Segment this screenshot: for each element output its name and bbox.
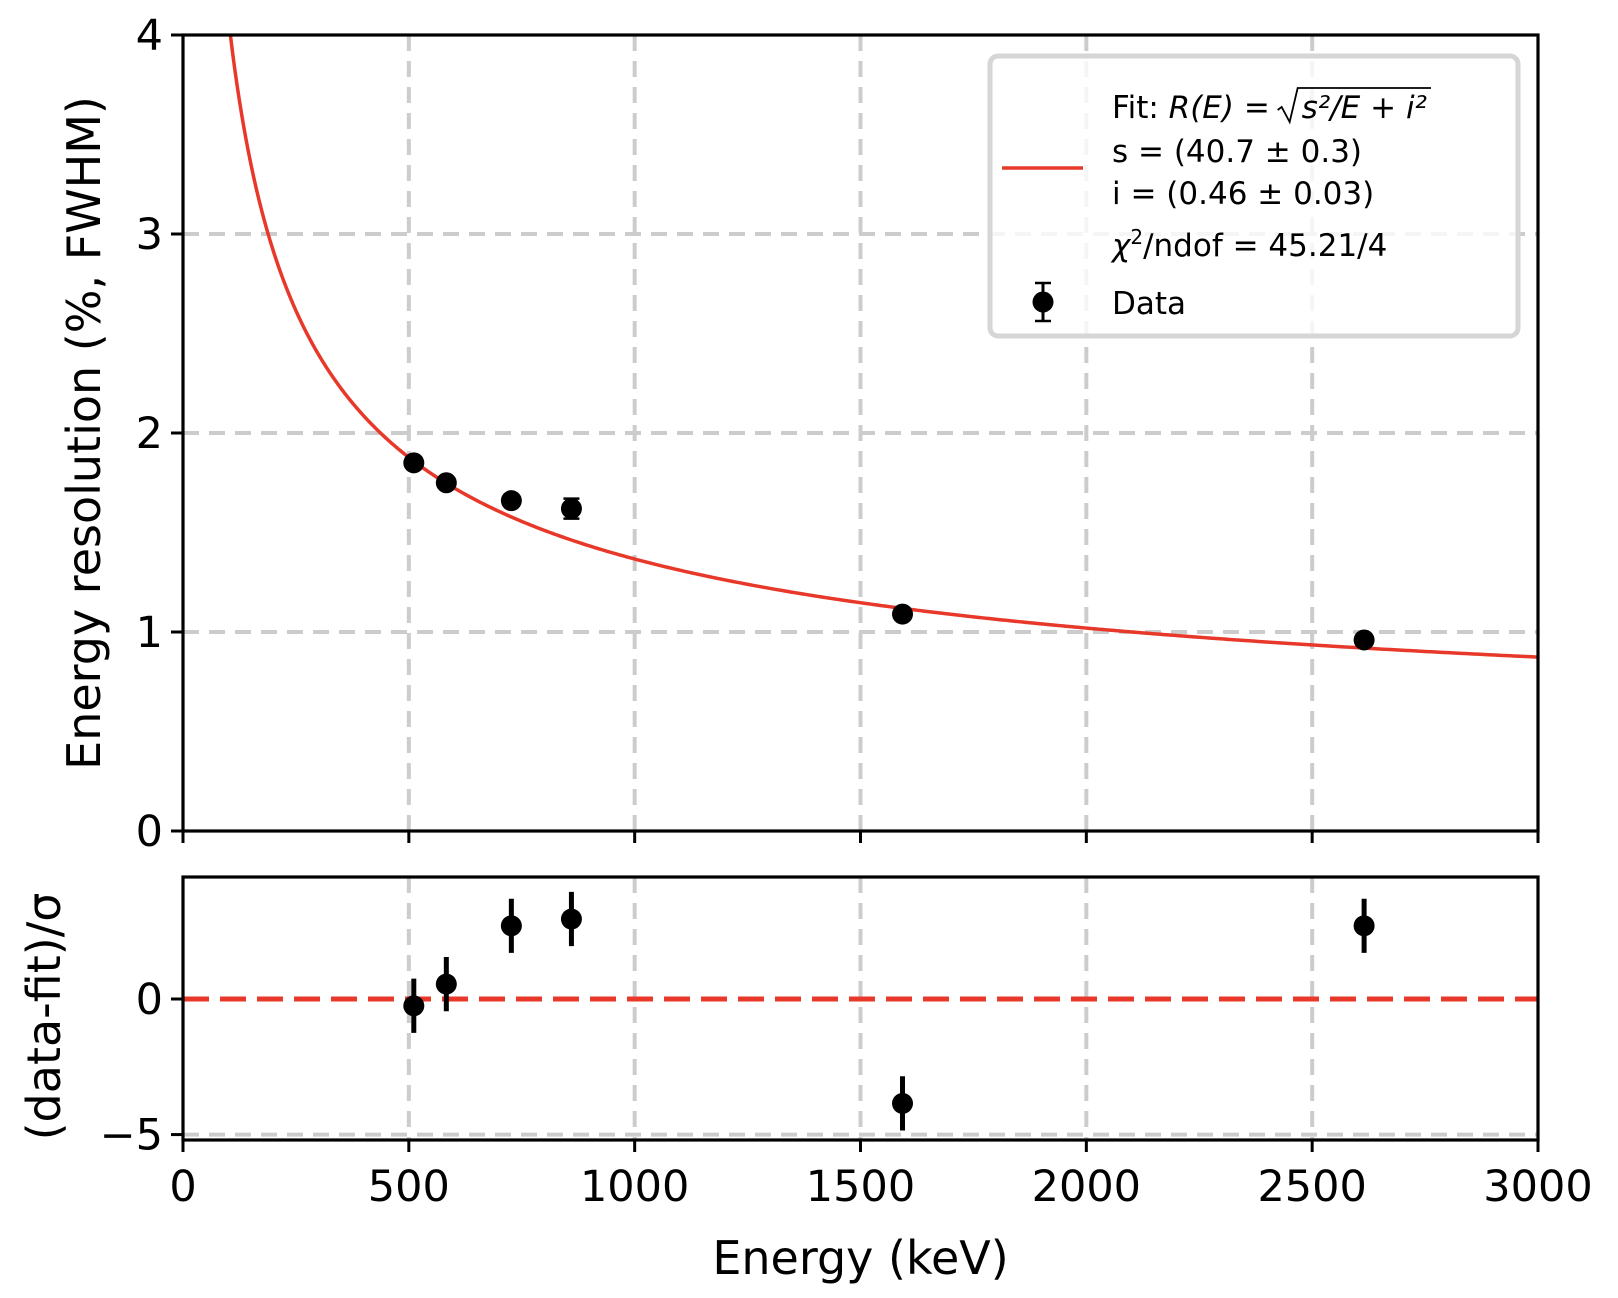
legend-data-marker — [1032, 291, 1054, 313]
sqrt-radical-symbol — [1277, 87, 1431, 125]
x-tick-label-2500: 2500 — [1257, 1162, 1366, 1212]
data-point-1 — [435, 472, 457, 494]
x-tick-label-3000: 3000 — [1483, 1162, 1592, 1212]
res-ytick-label--5: −5 — [100, 1111, 163, 1161]
main-ytick-label-4: 4 — [136, 11, 163, 61]
legend-fit-rhs: s²/E + i² — [1302, 90, 1427, 126]
main-ytick-label-3: 3 — [136, 210, 163, 260]
legend-chi-symbol: χ — [1110, 228, 1132, 264]
x-tick-label-1000: 1000 — [580, 1162, 689, 1212]
x-tick-label-0: 0 — [169, 1162, 196, 1212]
main-data-points — [403, 452, 1375, 651]
x-tick-label-500: 500 — [368, 1162, 450, 1212]
legend-box — [987, 53, 1521, 339]
legend-data-marker-swatch — [1032, 281, 1054, 323]
legend-chi-superscript: 2 — [1130, 225, 1143, 249]
fit-curve — [228, 35, 1539, 659]
legend-fit-lhs: R(E) = — [1169, 90, 1280, 126]
main-ytick-label-2: 2 — [136, 409, 163, 459]
residual-data-points — [403, 891, 1375, 1131]
legend-chi-rest: /ndof = 45.21/4 — [1143, 228, 1387, 264]
data-point-2 — [500, 490, 522, 512]
residual-point-3 — [560, 908, 582, 930]
main-ytick-label-1: 1 — [136, 608, 163, 658]
main-axis-ticks: 0 1 2 3 4 — [136, 11, 1540, 857]
x-tick-label-1500: 1500 — [806, 1162, 915, 1212]
legend-s-value: s = (40.7 ± 0.3) — [1112, 134, 1362, 170]
legend-fit-formula: Fit: R(E) = s²/E + i² — [1112, 90, 1427, 126]
legend-i-value: i = (0.46 ± 0.03) — [1112, 176, 1374, 212]
legend-data-label: Data — [1112, 286, 1186, 322]
res-ytick-label-0: 0 — [136, 975, 163, 1025]
residual-axis-ticks: −500 500 1000 1500 2000 2500 3000 — [100, 975, 1593, 1212]
fit-curve-layer — [228, 35, 1539, 659]
residual-point-5 — [1353, 915, 1375, 937]
residual-gridlines — [183, 877, 1538, 1140]
main-ytick-label-0: 0 — [136, 807, 163, 857]
data-point-3 — [560, 498, 582, 520]
residual-point-2 — [500, 915, 522, 937]
legend-chi2: χ2/ndof = 45.21/4 — [1110, 225, 1387, 264]
x-tick-label-2000: 2000 — [1032, 1162, 1141, 1212]
residual-point-1 — [435, 973, 457, 995]
legend: Fit: R(E) = s²/E + i² s = (40.7 ± 0.3) i… — [987, 53, 1521, 339]
data-point-4 — [892, 603, 914, 625]
residual-point-0 — [403, 995, 425, 1017]
main-y-axis-label: Energy resolution (%, FWHM) — [57, 96, 111, 770]
legend-fit-prefix: Fit: — [1112, 90, 1169, 126]
residual-y-axis-label: (data-fit)/σ — [17, 893, 71, 1141]
x-axis-label: Energy (keV) — [712, 1231, 1008, 1285]
data-point-5 — [1353, 629, 1375, 651]
data-point-0 — [403, 452, 425, 474]
residual-point-4 — [892, 1092, 914, 1114]
